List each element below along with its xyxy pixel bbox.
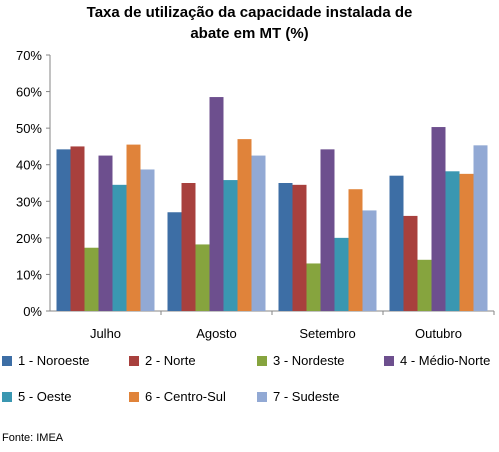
legend-swatch — [257, 355, 267, 366]
bar — [445, 171, 460, 311]
bar — [306, 263, 321, 311]
legend-swatch — [2, 355, 12, 366]
bar — [431, 127, 446, 311]
y-tick-label: 30% — [16, 194, 42, 209]
bar — [112, 184, 127, 311]
legend-swatch — [129, 355, 139, 366]
y-tick-label: 40% — [16, 158, 42, 173]
y-tick-label: 70% — [16, 48, 42, 63]
bar — [167, 212, 182, 311]
bar — [140, 169, 155, 311]
legend-label: 6 - Centro-Sul — [145, 389, 226, 404]
bar — [223, 180, 238, 311]
y-tick-label: 10% — [16, 267, 42, 282]
bar — [292, 184, 307, 311]
bar — [459, 173, 474, 311]
legend-item: 5 - Oeste — [2, 389, 71, 405]
legend-label: 1 - Noroeste — [18, 353, 90, 368]
y-tick-label: 60% — [16, 85, 42, 100]
x-tick-label: Julho — [90, 326, 121, 341]
x-tick-label: Setembro — [299, 326, 355, 341]
bar — [334, 237, 349, 311]
legend-item: 7 - Sudeste — [257, 389, 340, 405]
x-tick-label: Outubro — [415, 326, 462, 341]
bar — [362, 210, 377, 311]
legend-label: 5 - Oeste — [18, 389, 72, 404]
x-tick-label: Agosto — [196, 326, 236, 341]
y-tick-label: 50% — [16, 121, 42, 136]
chart-title-line-1: Taxa de utilização da capacidade instala… — [86, 4, 413, 21]
legend-swatch — [257, 391, 267, 402]
bar — [195, 244, 210, 311]
legend-label: 4 - Médio-Norte — [400, 353, 491, 368]
legend-swatch — [384, 355, 394, 366]
bar — [181, 183, 196, 311]
chart-title: Taxa de utilização da capacidade instala… — [0, 2, 499, 44]
bar — [237, 139, 252, 311]
legend-label: 7 - Sudeste — [273, 389, 340, 404]
chart-title-line-2: abate em MT (%) — [190, 25, 309, 42]
bar — [403, 215, 418, 311]
bar — [56, 149, 71, 311]
bar — [70, 146, 85, 311]
bar — [251, 155, 266, 311]
legend-label: 2 - Norte — [145, 353, 196, 368]
legend-swatch — [129, 391, 139, 402]
legend-item: 6 - Centro-Sul — [129, 389, 226, 405]
bar — [126, 144, 141, 311]
legend-item: 1 - Noroeste — [2, 353, 90, 369]
y-tick-label: 20% — [16, 231, 42, 246]
legend-item: 2 - Norte — [129, 353, 196, 369]
bar — [389, 175, 404, 311]
bar — [278, 183, 293, 311]
bar — [417, 259, 432, 311]
legend-item: 3 - Nordeste — [257, 353, 345, 369]
bar — [84, 247, 99, 311]
bar — [209, 97, 224, 311]
legend-item: 4 - Médio-Norte — [384, 353, 490, 369]
bar — [473, 145, 488, 311]
bar — [98, 155, 113, 311]
legend-label: 3 - Nordeste — [273, 353, 345, 368]
y-tick-label: 0% — [23, 304, 42, 319]
source-note: Fonte: IMEA — [2, 432, 64, 444]
legend-swatch — [2, 391, 12, 402]
bar — [320, 149, 335, 311]
bar — [348, 189, 363, 311]
